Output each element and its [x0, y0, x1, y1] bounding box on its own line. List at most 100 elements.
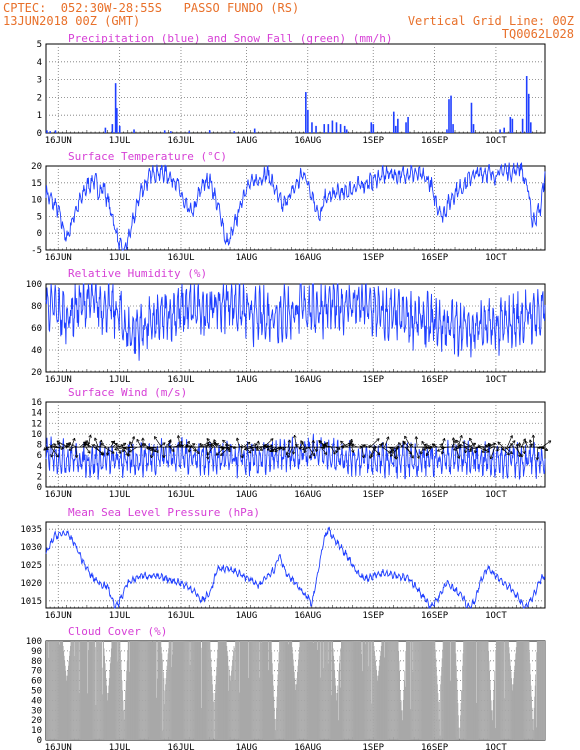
cloud-cover-bar [190, 641, 191, 740]
cloud-cover-bar [96, 641, 98, 740]
wind-arrow [226, 446, 231, 453]
y-tick-label: 100 [26, 637, 42, 647]
cloud-cover-bar [257, 641, 259, 740]
cloud-cover-bar [203, 641, 205, 740]
cloud-cover-bar [167, 659, 168, 740]
cloud-cover-bar [207, 641, 209, 740]
cloud-cover-bar [265, 641, 267, 740]
precip-bar [372, 124, 375, 133]
wind-arrowhead [404, 442, 406, 446]
wind-arrowhead [102, 452, 104, 456]
cloud-cover-bar [350, 641, 351, 740]
cloud-cover-bar [213, 701, 214, 740]
wind-arrowhead [248, 442, 251, 446]
wind-arrowhead [363, 455, 366, 459]
cloud-cover-bar [221, 641, 223, 740]
x-tick-label: 16JUL [167, 490, 194, 500]
wind-arrow [441, 446, 450, 449]
y-tick-label: 100 [26, 280, 42, 290]
cloud-cover-bar [327, 641, 328, 740]
cloud-cover-bar [76, 641, 77, 740]
cloud-cover-bar [47, 641, 49, 740]
cloud-cover-bar [426, 641, 428, 740]
cloud-cover-bar [254, 641, 256, 740]
cloud-cover-bar [277, 685, 278, 740]
wind-arrow [487, 444, 498, 448]
cloud-cover-bar [51, 641, 52, 740]
wind-arrow [213, 439, 218, 448]
cloud-cover-bar [399, 670, 400, 740]
wind-arrowhead [136, 438, 140, 442]
precip-bar [49, 131, 51, 133]
cloud-cover-bar [82, 641, 84, 740]
cloud-cover-bar [410, 641, 411, 740]
x-tick-label: 1AUG [236, 490, 258, 500]
precip-bar [527, 93, 530, 133]
cloud-cover-bar [433, 641, 435, 740]
precip-bar [327, 124, 330, 133]
cloud-cover-bar [382, 641, 384, 740]
cloud-cover-bar [542, 641, 544, 740]
wind-arrow [420, 447, 424, 455]
cloud-cover-bar [403, 680, 405, 740]
cloud-cover-bar [109, 670, 111, 740]
wind-arrowhead [213, 439, 217, 442]
wind-arrow [421, 440, 426, 448]
cloud-cover-bar [70, 645, 71, 740]
cloud-cover-bar [293, 671, 295, 740]
wind-arrowhead [43, 447, 45, 451]
cloud-cover-bar [375, 665, 377, 740]
wind-arrow [79, 440, 88, 448]
cloud-cover-bar [73, 641, 75, 740]
wind-arrowhead [456, 439, 460, 442]
cloud-cover-bar [532, 730, 534, 740]
wind-arrow [141, 443, 150, 448]
cloud-cover-bar [481, 641, 483, 740]
wind-arrowhead [492, 442, 496, 444]
cloud-cover-bar [400, 700, 402, 740]
cloud-cover-bar [479, 641, 481, 740]
wind-arrowhead [294, 434, 297, 438]
cloud-cover-bar [288, 644, 290, 740]
wind-arrow [50, 446, 59, 458]
cloud-cover-bar [62, 641, 64, 740]
cloud-cover-bar [465, 641, 467, 740]
cloud-cover-bar [503, 641, 504, 740]
panel-title: Precipitation (blue) and Snow Fall (gree… [68, 32, 393, 45]
wind-arrowhead [519, 442, 522, 446]
cloud-cover-bar [345, 641, 347, 740]
cloud-cover-bar [224, 641, 226, 740]
cloud-cover-bar [306, 641, 307, 740]
cloud-cover-bar [228, 665, 230, 740]
wind-arrowhead [207, 453, 211, 456]
cloud-cover-bar [116, 641, 118, 740]
cloud-cover-bar [125, 680, 127, 740]
precip-bar [54, 130, 57, 133]
cloud-cover-bar [162, 659, 163, 740]
wind-arrowhead [185, 444, 189, 448]
cloud-cover-bar [271, 663, 273, 740]
wind-arrow [351, 444, 358, 448]
cloud-cover-bar [358, 641, 360, 740]
cloud-cover-bar [187, 641, 188, 740]
cloud-cover-bar [198, 641, 200, 740]
cloud-cover-bar [266, 641, 268, 740]
x-tick-label: 16SEP [421, 490, 449, 500]
cloud-cover-bar [383, 657, 385, 740]
cloud-cover-bar [195, 641, 197, 740]
wind-arrowhead [402, 440, 404, 444]
x-tick-label: 16JUL [167, 743, 194, 750]
cloud-cover-bar [487, 641, 489, 740]
panel-title: Mean Sea Level Pressure (hPa) [68, 506, 260, 519]
cloud-cover-bar [69, 655, 70, 740]
cloud-cover-bar [443, 641, 445, 740]
wind-arrowhead [469, 447, 473, 450]
cloud-cover-bar [427, 641, 429, 740]
wind-arrow [267, 446, 275, 451]
x-tick-label: 1OCT [485, 611, 507, 621]
wind-arrowhead [91, 444, 95, 448]
wind-arrowhead [83, 441, 86, 445]
wind-arrow [240, 446, 252, 448]
cloud-cover-bar [422, 641, 424, 740]
precip-bar [345, 129, 348, 133]
